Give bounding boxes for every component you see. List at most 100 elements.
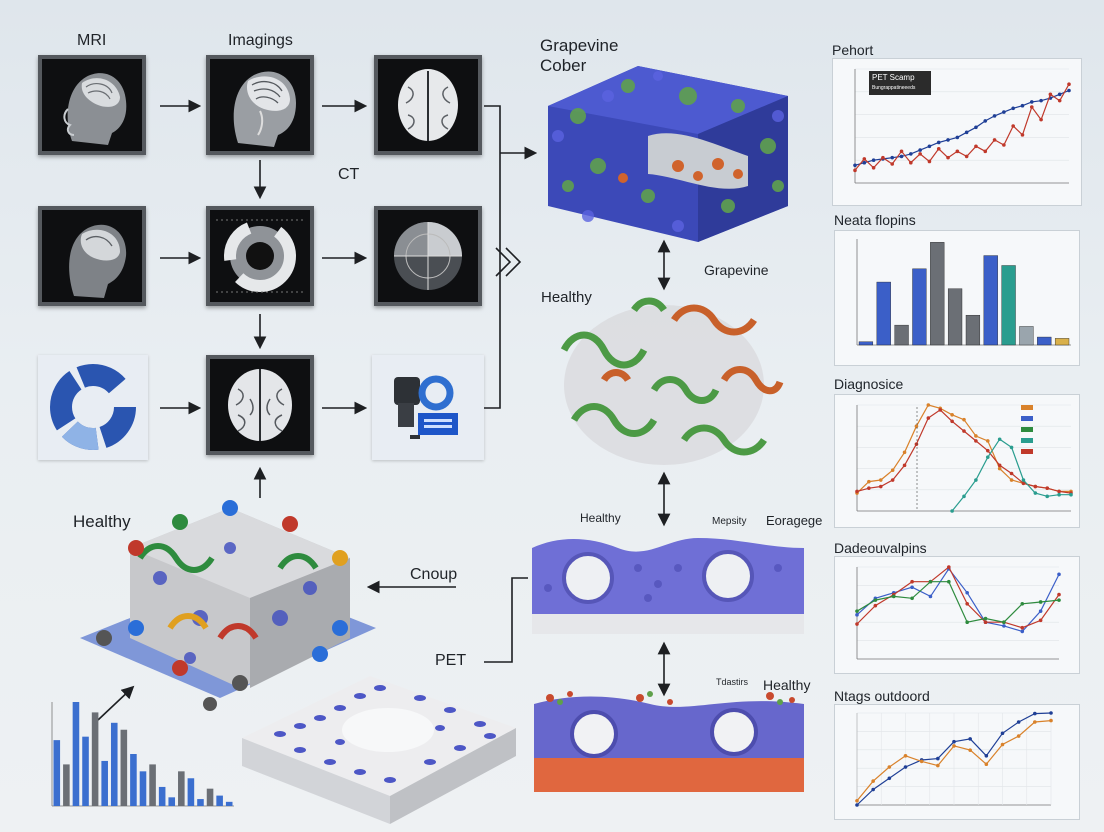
data-point [936,140,941,145]
donut-chart-image [38,355,148,460]
tissue-slab-cells [242,676,516,824]
data-point [1020,629,1025,634]
bar [206,788,214,806]
data-point [878,478,883,482]
tissue-bottom-small-label: Tdastirs [716,677,749,687]
data-point [873,598,878,602]
data-point [927,159,932,164]
chart1-title: Pehort [832,42,874,58]
data-point [1011,106,1015,111]
data-point [881,155,885,160]
bar [149,764,156,806]
bar [130,754,137,806]
data-point [974,144,978,149]
healthy-protein-cluster [560,297,784,465]
chart5-panel [834,704,1080,820]
data-point [1057,592,1061,597]
data-point [985,439,990,443]
data-point [855,803,859,807]
data-point [983,149,988,154]
bar [197,799,204,806]
pet-label: PET [435,652,467,669]
data-point [867,479,871,484]
data-point [862,160,867,165]
chart5-title: Ntags outdoord [834,688,930,704]
data-point [947,565,951,569]
data-point [1057,489,1061,494]
bar [216,795,223,806]
chart2-title: Neata flopins [834,212,916,228]
data-point [855,609,859,613]
legend-swatch [1021,438,1033,443]
ct-label: CT [338,166,360,183]
data-point [909,160,913,165]
data-point [887,776,892,781]
bar [53,740,61,806]
bar [168,797,176,806]
data-point [952,744,956,748]
data-point [1000,731,1005,736]
data-point [926,403,931,407]
data-point [1057,92,1062,97]
bar [912,268,927,346]
data-point [1057,492,1061,497]
data-point [1033,491,1038,495]
bar [858,341,874,346]
data-point [914,424,919,428]
series-line-2 [854,83,1070,171]
data-point [974,478,978,482]
data-point [918,152,922,156]
scanner-device-image [372,355,484,460]
data-point [871,787,875,792]
data-point [1057,98,1062,103]
legend-swatch [1021,449,1033,454]
bar [225,801,233,806]
data-point [1020,133,1025,137]
data-point [1009,445,1014,450]
data-point [927,144,932,149]
data-point [946,155,950,160]
data-point [867,486,871,490]
data-point [938,408,943,412]
bar [187,778,195,806]
data-point [887,765,892,769]
data-point [1009,471,1014,476]
data-point [914,442,919,446]
pet-scamp-box: PET Scamp Bungrappatineeeds [869,71,931,95]
data-point [871,158,876,162]
data-point [1048,92,1053,97]
data-point [936,756,940,761]
chart4-svg [855,565,1061,660]
data-point [1049,711,1053,715]
data-point [965,602,969,606]
data-point [968,737,972,741]
tissue-healthy-top-label: Healthy [580,511,621,525]
bar [876,281,891,346]
chart3-svg [855,403,1073,513]
data-point [910,585,914,590]
data-point [983,119,988,123]
data-point [1039,117,1043,122]
bar [110,722,118,806]
data-point [1038,609,1043,613]
tissue-eoragege-label: Eoragege [766,513,823,528]
data-point [926,416,931,420]
bar [63,764,70,806]
data-point [962,429,966,433]
data-point [984,762,989,767]
bar [120,729,128,806]
bar [1001,265,1016,346]
data-point [950,419,954,424]
imaging-head-sagittal-image [206,55,314,155]
grapevine-cober-label-line2: Cober [540,56,587,75]
data-point [855,622,859,626]
bar [930,242,945,346]
grapevine-cober-block [548,66,788,242]
data-point [968,748,972,752]
bar [1037,336,1052,346]
healthy-mid-label: Healthy [541,289,592,306]
bar [983,255,998,346]
bottom-left-bar-chart [51,702,234,807]
data-point [919,759,924,764]
data-point [1029,100,1034,104]
